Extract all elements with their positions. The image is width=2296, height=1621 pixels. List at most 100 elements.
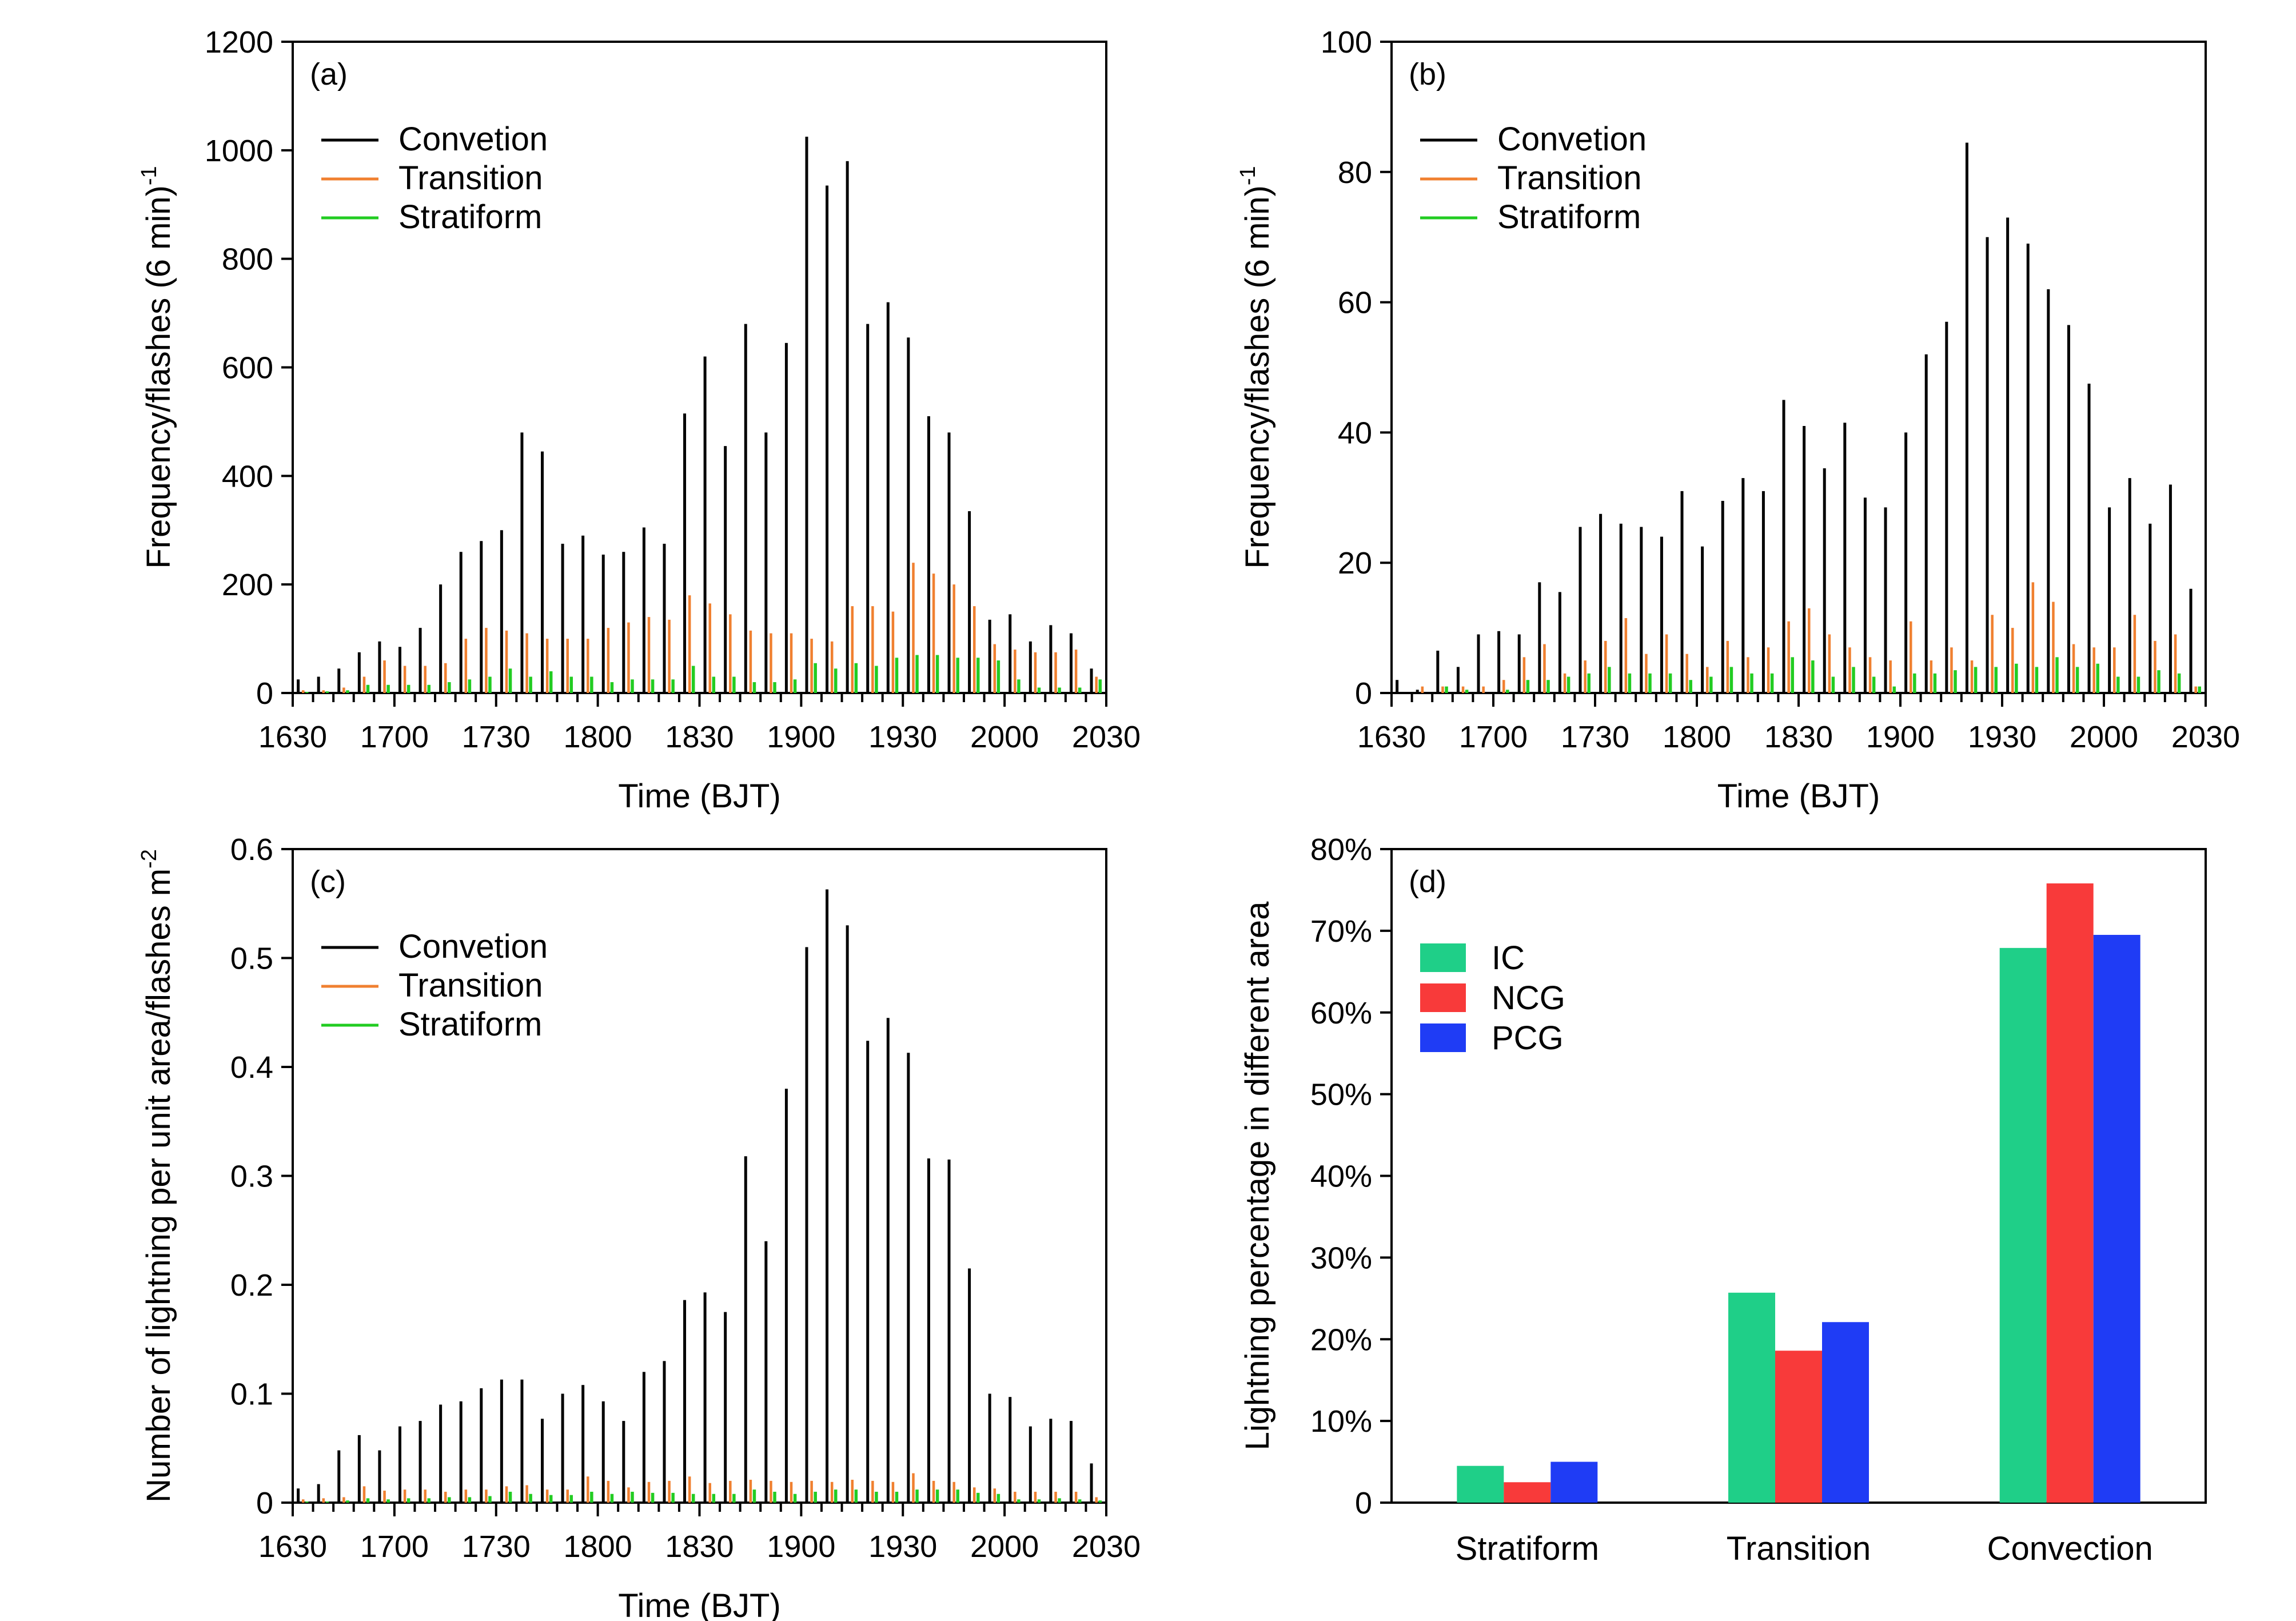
panel-a: 0 200 400 600 800 1000 1200 Frequency/flashes (… [137,25,1141,815]
y-axis-title-text: Lightning percentage in different area [1239,901,1276,1451]
bar-stratiform [1729,667,1733,693]
bar-transition [871,1480,874,1503]
bar-transition [485,1489,488,1503]
bar-stratiform [488,676,492,693]
bar-transition [1502,680,1505,693]
bar-transition [1584,660,1587,693]
bar-convetion [744,1156,747,1503]
bar-convetion [1904,432,1908,693]
bar-stratiform [956,1489,959,1503]
bar-transition [1726,640,1729,693]
bar-transition [525,1485,528,1503]
x-category-label: Convection [1987,1530,2153,1567]
y-tick-label: 0.6 [230,833,273,867]
y-tick-label: 0 [1355,676,1372,711]
bar-convetion [1009,614,1012,693]
bar-transition [1482,686,1485,693]
bar-convetion [1538,582,1541,693]
bar-transition [322,690,325,693]
x-tick-label: 1630 [258,1530,327,1564]
bar-convetion [683,1300,687,1503]
bar-transition [1930,660,1933,693]
bar-transition [1543,644,1546,693]
bar-stratiform [1750,673,1753,693]
x-tick-label: 1930 [868,720,937,754]
bar-convetion [439,584,443,693]
bar-convetion [1863,497,1867,693]
legend-swatch-pcg [1420,1023,1466,1052]
bar-transition [424,1489,426,1503]
bar-stratiform [712,1493,716,1503]
bar-transition [424,666,426,693]
bar-transition [525,633,528,693]
bar-transition [1054,1491,1057,1503]
bar-convetion [724,1312,727,1503]
bar-transition [627,622,630,693]
bar-transition [2194,686,2197,693]
x-axis-title: Time (BJT) [618,1587,781,1621]
bar-transition [729,1480,732,1503]
bar-stratiform [1689,680,1692,693]
bar-transition [708,603,712,693]
bar-transition [729,614,732,693]
bar-ic [1728,1292,1775,1503]
bar-stratiform [468,1497,472,1503]
bar-stratiform [854,663,858,693]
y-tick-label: 1200 [205,25,273,59]
bar-stratiform [671,679,675,693]
y-tick-label: 40% [1310,1160,1372,1194]
bar-convetion [1517,634,1521,693]
bar-convetion [561,1393,564,1503]
bar-stratiform [1974,667,1978,693]
legend-label: Convetion [398,121,548,158]
y-tick-label: 0.3 [230,1160,273,1194]
x-tick-label: 1830 [665,1530,734,1564]
bar-stratiform [1445,686,1448,693]
bar-transition [912,1473,915,1503]
bar-stratiform [1668,673,1672,693]
bar-stratiform [752,682,756,693]
bar-stratiform [448,682,451,693]
x-tick-label: 1700 [1459,720,1528,754]
x-tick-label: 1900 [1866,720,1935,754]
bar-convetion [947,432,951,693]
bar-transition [1441,686,1444,693]
bar-transition [1074,650,1078,693]
bar-transition [342,687,345,693]
bar-convetion [1069,1421,1073,1503]
bar-convetion [1965,142,1968,694]
bar-stratiform [875,1491,878,1503]
bar-transition [322,1498,325,1503]
y-axis-title-text: Frequency/flashes (6 min) [140,185,177,568]
bar-stratiform [427,1498,431,1503]
bar-transition [2052,602,2055,693]
bar-transition [830,1481,834,1503]
bar-stratiform [549,1495,553,1503]
bar-convetion [317,676,320,693]
bar-convetion [642,527,645,693]
y-tick-label: 0 [1355,1486,1372,1520]
bar-stratiform [814,1491,817,1503]
bar-transition [891,611,895,693]
x-tick-label: 1800 [1663,720,1731,754]
bar-stratiform [1913,673,1916,693]
bar-stratiform [468,679,472,693]
bar-stratiform [1933,673,1937,693]
bar-transition [362,676,366,693]
legend-label: NCG [1492,979,1565,1017]
bar-convetion [805,947,808,1503]
bar-transition [362,1486,366,1503]
bar-stratiform [712,676,716,693]
bar-transition [647,617,651,693]
legend-label: Stratiform [398,1006,542,1043]
bar-convetion [1456,667,1460,693]
bar-convetion [1558,592,1561,693]
bar-stratiform [732,676,736,693]
bar-stratiform [1017,679,1021,693]
bar-transition [770,1480,772,1503]
x-category-label: Stratiform [1456,1530,1599,1567]
bar-convetion [1009,1397,1012,1503]
bar-ncg [1504,1482,1551,1503]
bar-stratiform [569,1495,573,1503]
bar-stratiform [2198,686,2201,693]
